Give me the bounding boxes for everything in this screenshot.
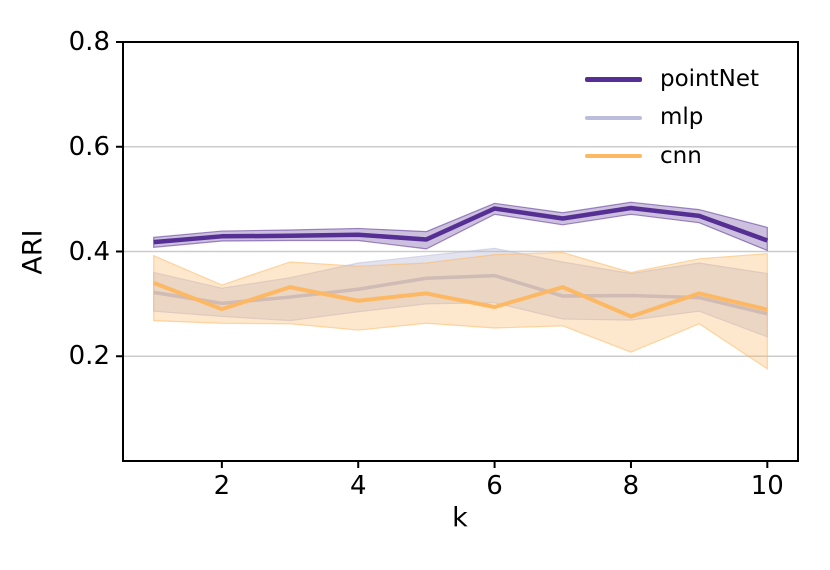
y-tick-label: 0.2 — [68, 341, 110, 372]
x-tick-label: 2 — [213, 471, 231, 501]
legend: pointNet mlp cnn — [585, 60, 759, 176]
x-tick-label: 8 — [622, 471, 640, 501]
legend-entry-mlp: mlp — [585, 99, 759, 138]
x-tick-label: 10 — [750, 471, 784, 501]
x-tick-label: 4 — [349, 471, 367, 501]
y-tick-label: 0.4 — [68, 236, 110, 267]
y-tick-label: 0.6 — [68, 131, 110, 162]
x-tick-label: 6 — [486, 471, 503, 501]
legend-line-swatch — [585, 77, 642, 82]
cnn-band — [153, 251, 768, 370]
pointNet-line — [153, 205, 769, 245]
x-axis-label: k — [452, 502, 468, 534]
legend-line-swatch — [585, 154, 642, 159]
y-axis-label: ARI — [17, 229, 49, 275]
legend-entry-pointNet: pointNet — [585, 60, 759, 99]
cnn-line — [152, 281, 768, 319]
legend-label: pointNet — [660, 65, 760, 92]
y-tick-label: 0.8 — [68, 27, 110, 57]
legend-entry-cnn: cnn — [585, 137, 759, 176]
legend-line-swatch — [585, 116, 642, 120]
legend-label: mlp — [660, 104, 704, 131]
legend-label: cnn — [660, 142, 702, 169]
